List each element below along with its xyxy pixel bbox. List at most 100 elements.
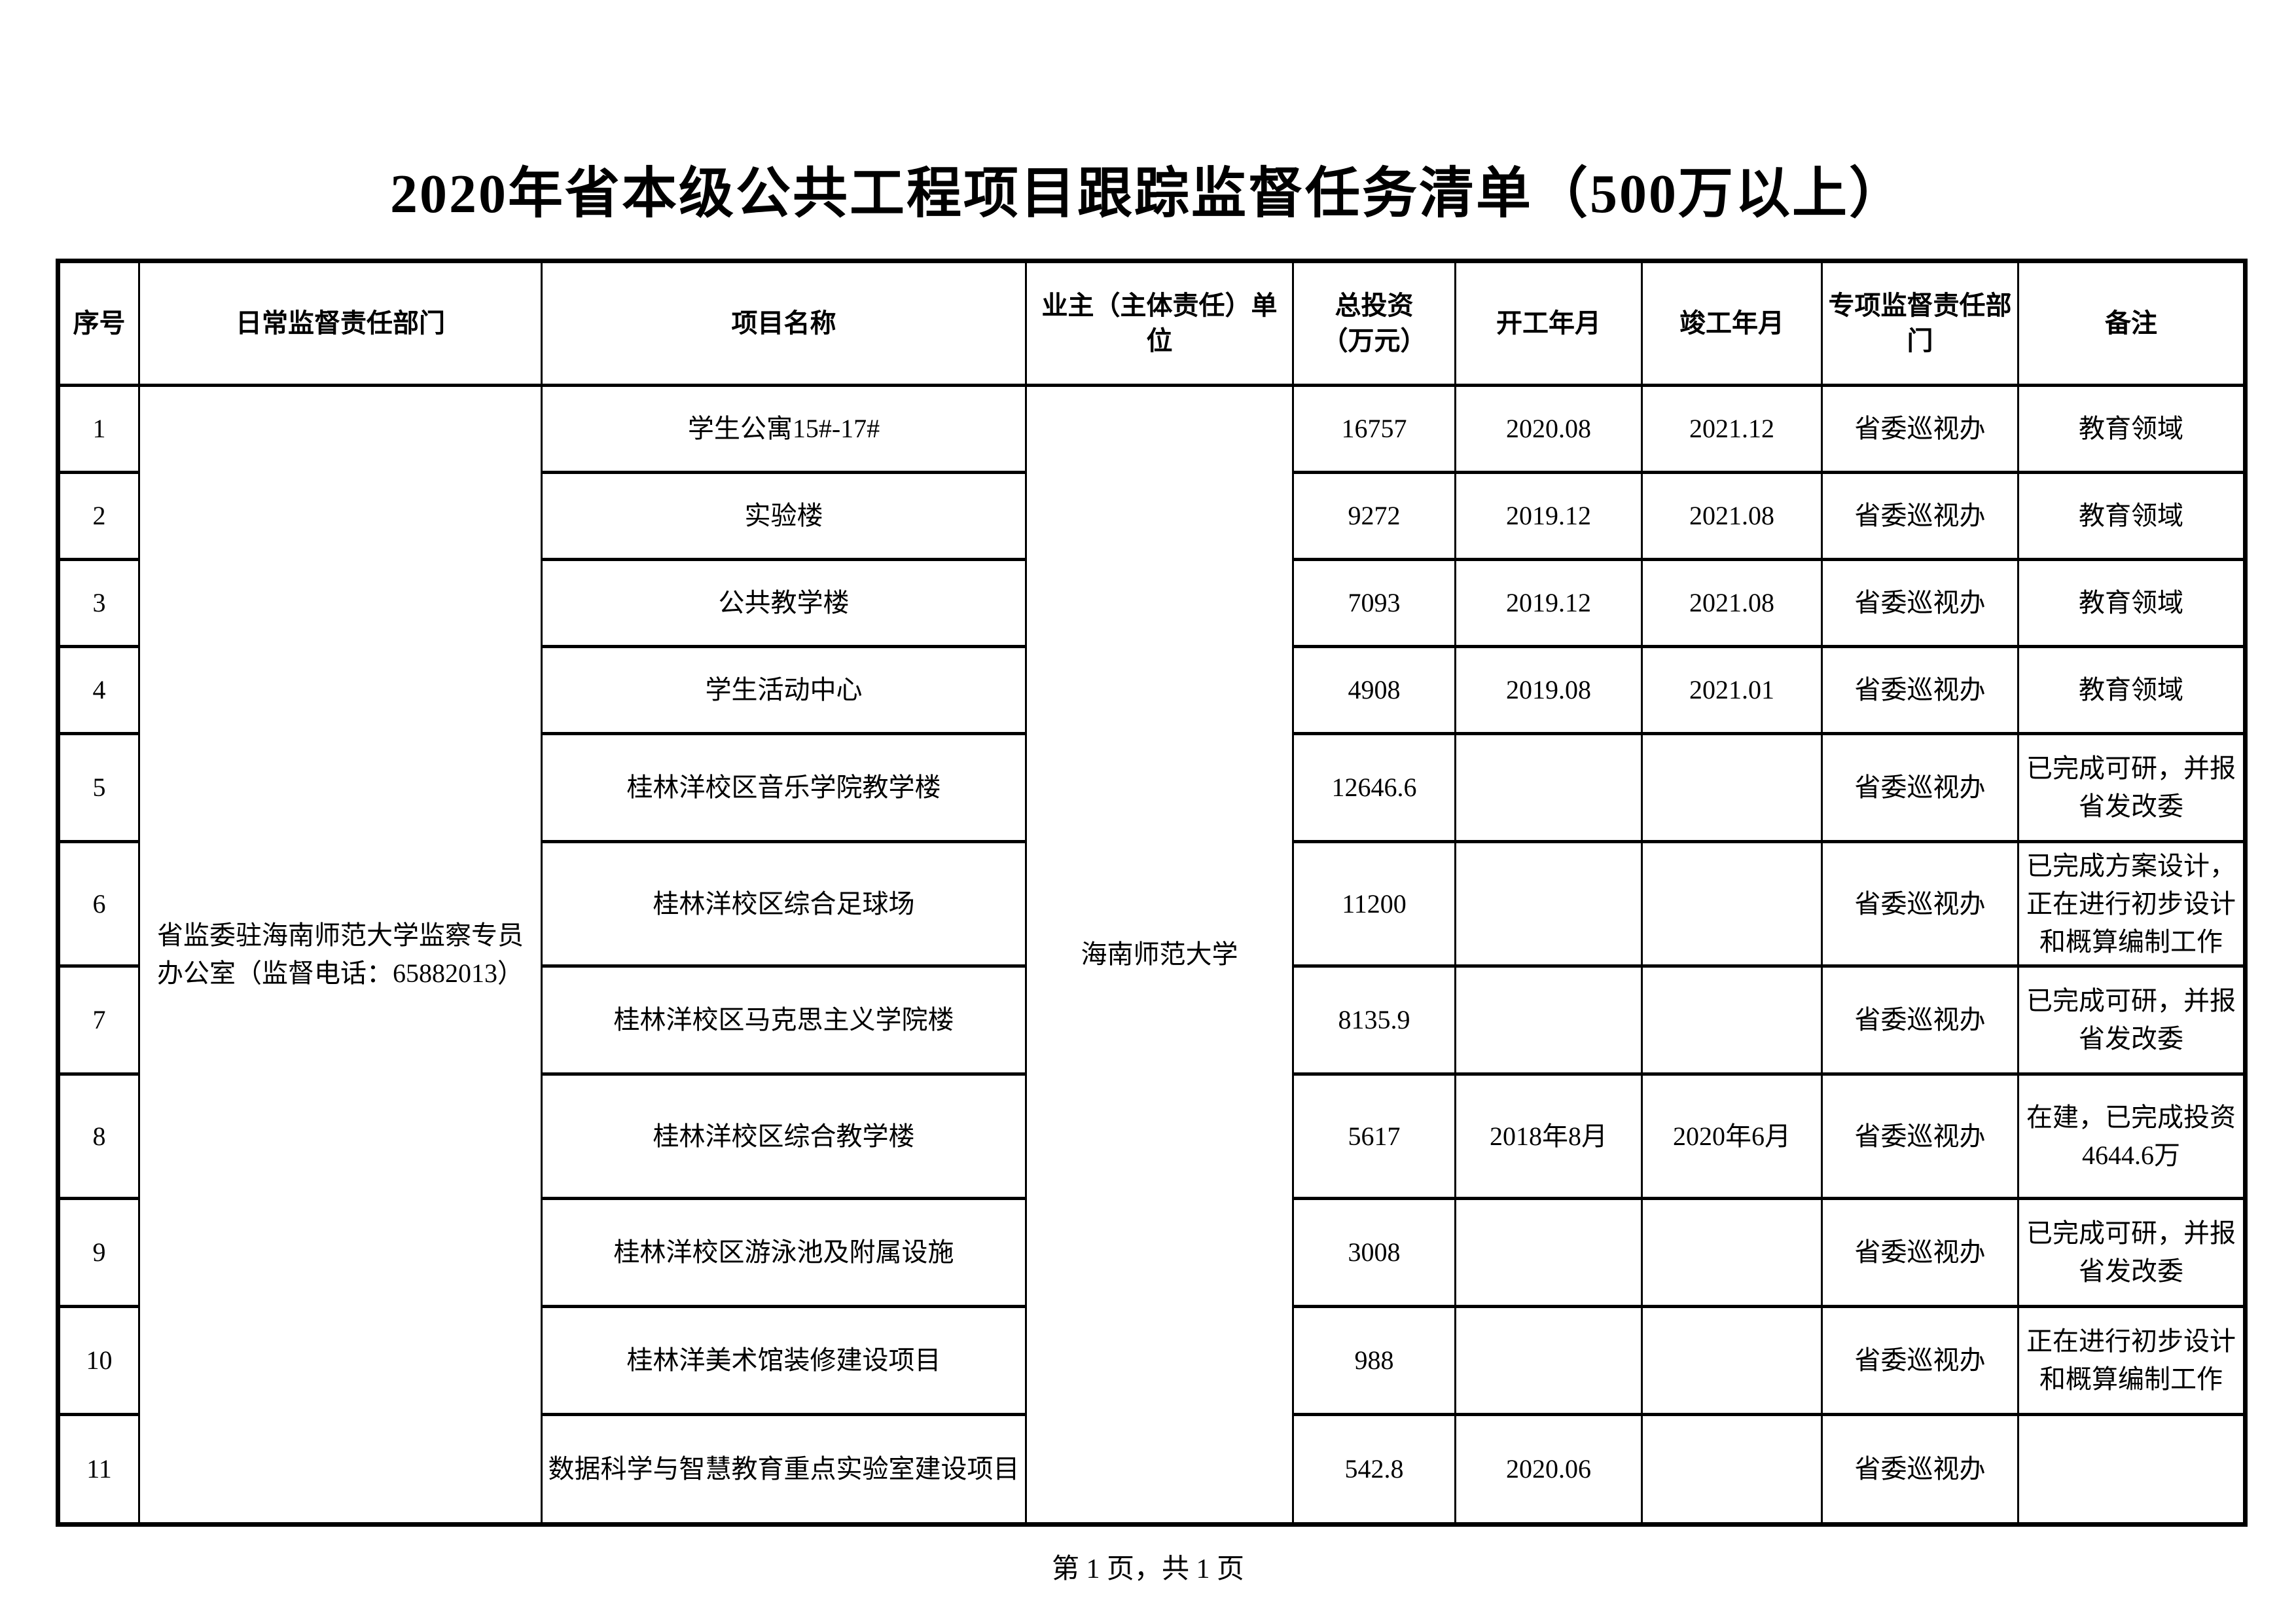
cell-investment: 8135.9 — [1292, 964, 1456, 1076]
cell-finish-date — [1641, 1413, 1823, 1526]
cell-investment: 12646.6 — [1292, 732, 1456, 843]
cell-note: 教育领域 — [2017, 384, 2246, 474]
col-header-owner-unit: 业主（主体责任）单位 — [1025, 259, 1294, 387]
cell-start-date: 2019.08 — [1454, 645, 1643, 735]
cell-project-name: 桂林洋美术馆装修建设项目 — [541, 1305, 1027, 1416]
cell-start-date: 2019.12 — [1454, 471, 1643, 561]
cell-seq: 9 — [57, 1197, 140, 1308]
table-row: 1 省监委驻海南师范大学监察专员办公室（监督电话：65882013） 学生公寓1… — [57, 384, 2246, 1526]
cell-finish-date — [1641, 732, 1823, 843]
cell-investment: 4908 — [1292, 645, 1456, 735]
cell-start-date — [1454, 840, 1643, 968]
cell-special-dept: 省委巡视办 — [1821, 1413, 2019, 1526]
cell-project-name: 桂林洋校区马克思主义学院楼 — [541, 964, 1027, 1076]
cell-project-name: 桂林洋校区音乐学院教学楼 — [541, 732, 1027, 843]
cell-investment: 3008 — [1292, 1197, 1456, 1308]
cell-finish-date — [1641, 840, 1823, 968]
cell-investment: 988 — [1292, 1305, 1456, 1416]
table-row: 4 学生活动中心 4908 2019.08 2021.01 省委巡视办 教育领域 — [57, 645, 2246, 735]
cell-start-date — [1454, 964, 1643, 1076]
cell-finish-date: 2020年6月 — [1641, 1072, 1823, 1200]
cell-note: 教育领域 — [2017, 645, 2246, 735]
cell-special-dept: 省委巡视办 — [1821, 1305, 2019, 1416]
table-row: 3 公共教学楼 7093 2019.12 2021.08 省委巡视办 教育领域 — [57, 558, 2246, 648]
cell-seq: 1 — [57, 384, 140, 474]
cell-project-name: 桂林洋校区综合教学楼 — [541, 1072, 1027, 1200]
cell-owner-unit: 海南师范大学 — [1025, 384, 1294, 1526]
col-header-start-date: 开工年月 — [1454, 259, 1643, 387]
cell-project-name: 实验楼 — [541, 471, 1027, 561]
cell-special-dept: 省委巡视办 — [1821, 964, 2019, 1076]
cell-note: 在建，已完成投资4644.6万 — [2017, 1072, 2246, 1200]
cell-project-name: 公共教学楼 — [541, 558, 1027, 648]
cell-investment: 9272 — [1292, 471, 1456, 561]
cell-note: 已完成可研，并报省发改委 — [2017, 964, 2246, 1076]
cell-seq: 3 — [57, 558, 140, 648]
col-header-finish-date: 竣工年月 — [1641, 259, 1823, 387]
cell-start-date: 2018年8月 — [1454, 1072, 1643, 1200]
col-header-project-name: 项目名称 — [541, 259, 1027, 387]
cell-special-dept: 省委巡视办 — [1821, 645, 2019, 735]
col-header-note: 备注 — [2017, 259, 2246, 387]
cell-special-dept: 省委巡视办 — [1821, 1072, 2019, 1200]
cell-investment: 7093 — [1292, 558, 1456, 648]
cell-note — [2017, 1413, 2246, 1526]
table-row: 5 桂林洋校区音乐学院教学楼 12646.6 省委巡视办 已完成可研，并报省发改… — [57, 732, 2246, 843]
cell-investment: 16757 — [1292, 384, 1456, 474]
table-row: 7 桂林洋校区马克思主义学院楼 8135.9 省委巡视办 已完成可研，并报省发改… — [57, 964, 2246, 1076]
cell-note: 教育领域 — [2017, 471, 2246, 561]
cell-seq: 4 — [57, 645, 140, 735]
col-header-daily-dept: 日常监督责任部门 — [138, 259, 543, 387]
page-title: 2020年省本级公共工程项目跟踪监督任务清单（500万以上） — [389, 164, 1906, 225]
supervision-task-table: 序号 日常监督责任部门 项目名称 业主（主体责任）单位 总投资 （万元） 开工年… — [56, 259, 2248, 1527]
cell-finish-date: 2021.08 — [1641, 558, 1823, 648]
cell-note: 正在进行初步设计和概算编制工作 — [2017, 1305, 2246, 1416]
cell-start-date — [1454, 1197, 1643, 1308]
cell-daily-dept: 省监委驻海南师范大学监察专员办公室（监督电话：65882013） — [138, 384, 543, 1526]
cell-start-date — [1454, 1305, 1643, 1416]
cell-investment: 11200 — [1292, 840, 1456, 968]
cell-seq: 2 — [57, 471, 140, 561]
cell-finish-date — [1641, 1305, 1823, 1416]
cell-note: 已完成可研，并报省发改委 — [2017, 1197, 2246, 1308]
cell-seq: 8 — [57, 1072, 140, 1200]
cell-special-dept: 省委巡视办 — [1821, 732, 2019, 843]
cell-start-date: 2020.08 — [1454, 384, 1643, 474]
cell-project-name: 学生公寓15#-17# — [541, 384, 1027, 474]
page-footer: 第 1 页，共 1 页 — [1051, 1554, 1244, 1584]
cell-special-dept: 省委巡视办 — [1821, 840, 2019, 968]
cell-project-name: 学生活动中心 — [541, 645, 1027, 735]
cell-project-name: 桂林洋校区游泳池及附属设施 — [541, 1197, 1027, 1308]
cell-start-date: 2020.06 — [1454, 1413, 1643, 1526]
cell-note: 教育领域 — [2017, 558, 2246, 648]
cell-seq: 10 — [57, 1305, 140, 1416]
cell-note: 已完成方案设计，正在进行初步设计和概算编制工作 — [2017, 840, 2246, 968]
cell-note: 已完成可研，并报省发改委 — [2017, 732, 2246, 843]
cell-seq: 11 — [57, 1413, 140, 1526]
table-row: 9 桂林洋校区游泳池及附属设施 3008 省委巡视办 已完成可研，并报省发改委 — [57, 1197, 2246, 1308]
cell-start-date — [1454, 732, 1643, 843]
cell-investment: 542.8 — [1292, 1413, 1456, 1526]
cell-finish-date: 2021.12 — [1641, 384, 1823, 474]
table-row: 10 桂林洋美术馆装修建设项目 988 省委巡视办 正在进行初步设计和概算编制工… — [57, 1305, 2246, 1416]
col-header-special-dept: 专项监督责任部门 — [1821, 259, 2019, 387]
cell-project-name: 数据科学与智慧教育重点实验室建设项目 — [541, 1413, 1027, 1526]
table-row: 8 桂林洋校区综合教学楼 5617 2018年8月 2020年6月 省委巡视办 … — [57, 1072, 2246, 1200]
table-row: 6 桂林洋校区综合足球场 11200 省委巡视办 已完成方案设计，正在进行初步设… — [57, 840, 2246, 968]
cell-investment: 5617 — [1292, 1072, 1456, 1200]
col-header-investment: 总投资 （万元） — [1292, 259, 1456, 387]
cell-seq: 6 — [57, 840, 140, 968]
cell-seq: 7 — [57, 964, 140, 1076]
cell-special-dept: 省委巡视办 — [1821, 471, 2019, 561]
table-row: 11 数据科学与智慧教育重点实验室建设项目 542.8 2020.06 省委巡视… — [57, 1413, 2246, 1526]
cell-finish-date — [1641, 1197, 1823, 1308]
table-header-row: 序号 日常监督责任部门 项目名称 业主（主体责任）单位 总投资 （万元） 开工年… — [57, 259, 2246, 387]
cell-special-dept: 省委巡视办 — [1821, 1197, 2019, 1308]
cell-finish-date: 2021.01 — [1641, 645, 1823, 735]
cell-project-name: 桂林洋校区综合足球场 — [541, 840, 1027, 968]
cell-start-date: 2019.12 — [1454, 558, 1643, 648]
cell-finish-date — [1641, 964, 1823, 1076]
cell-seq: 5 — [57, 732, 140, 843]
cell-special-dept: 省委巡视办 — [1821, 558, 2019, 648]
